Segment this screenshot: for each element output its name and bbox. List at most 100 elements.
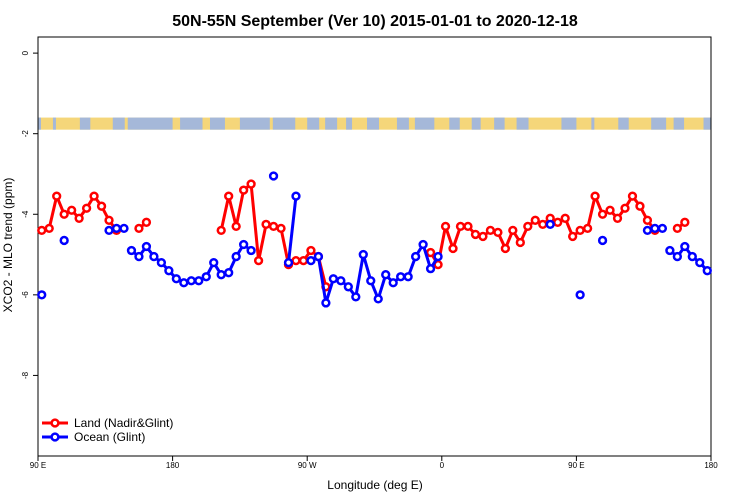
data-point <box>291 255 301 266</box>
y-tick-label: -8 <box>21 371 30 379</box>
data-point <box>313 251 324 262</box>
ocean-band-segment <box>307 117 320 130</box>
ocean-band-segment <box>618 117 629 130</box>
data-point <box>216 270 226 280</box>
series-line <box>41 194 118 232</box>
data-point <box>141 217 152 227</box>
data-point <box>179 278 189 288</box>
data-point <box>336 276 346 286</box>
data-point <box>216 225 226 236</box>
data-point <box>268 171 279 181</box>
data-point <box>500 243 511 254</box>
ocean-band-segment <box>112 117 125 130</box>
data-point <box>545 219 555 229</box>
data-point <box>620 203 630 213</box>
data-point <box>186 276 196 286</box>
data-point <box>373 294 383 304</box>
data-point <box>96 201 107 211</box>
series-land <box>37 179 690 292</box>
y-axis: 0 -2 -4 -6 -8 <box>21 50 38 379</box>
legend-marker <box>50 418 60 428</box>
plot-frame <box>37 36 712 457</box>
land-mask-band <box>38 117 711 130</box>
data-point <box>67 205 77 215</box>
data-point <box>575 225 585 236</box>
data-point <box>381 270 391 280</box>
data-point <box>268 221 279 232</box>
data-point <box>81 203 92 213</box>
ocean-band-segment <box>471 117 481 130</box>
ocean-band-segment <box>209 117 225 130</box>
data-point <box>209 257 219 268</box>
data-point <box>89 191 99 201</box>
data-point <box>448 243 458 254</box>
data-point <box>37 290 47 300</box>
series-line <box>219 182 328 288</box>
data-point <box>261 219 271 229</box>
data-point <box>635 201 645 211</box>
series-line <box>310 243 440 305</box>
data-point <box>246 245 256 256</box>
y-tick-label: 0 <box>21 50 30 55</box>
data-point <box>642 215 653 225</box>
data-point <box>508 225 518 236</box>
series-line <box>287 195 298 263</box>
data-point <box>515 237 525 248</box>
data-point <box>470 229 481 240</box>
ocean-band-segment <box>651 117 667 130</box>
data-point <box>201 272 211 282</box>
x-tick-label: 180 <box>166 461 180 470</box>
data-point <box>343 282 353 292</box>
ocean-band-segment <box>272 117 296 130</box>
x-tick-label: 90 W <box>298 461 317 470</box>
data-point <box>680 241 690 252</box>
data-point <box>164 266 174 276</box>
data-point <box>560 213 570 223</box>
data-point <box>291 191 301 201</box>
ocean-band-segment <box>180 117 203 130</box>
data-point <box>455 221 466 232</box>
data-point <box>238 239 249 250</box>
data-point <box>366 276 376 286</box>
data-point <box>530 215 540 225</box>
data-point <box>104 215 114 225</box>
ocean-band-segment <box>52 117 56 130</box>
data-point <box>231 251 241 262</box>
data-point <box>485 225 496 236</box>
data-point <box>433 251 443 262</box>
data-point <box>575 290 585 300</box>
data-point <box>276 223 286 234</box>
ocean-band-segment <box>127 117 173 130</box>
data-point <box>493 227 503 238</box>
ocean-band-segment <box>79 117 91 130</box>
data-point <box>52 191 62 201</box>
data-point <box>410 251 421 262</box>
ocean-band-segment <box>367 117 379 130</box>
x-axis: 90 E 180 90 W 0 90 E 180 <box>30 456 718 470</box>
data-point <box>597 209 608 219</box>
data-point <box>687 251 697 262</box>
data-point <box>283 257 294 268</box>
x-tick-label: 90 E <box>568 461 584 470</box>
data-point <box>321 298 331 308</box>
chart-title: 50N-55N September (Ver 10) 2015-01-01 to… <box>172 13 578 30</box>
data-point <box>695 257 705 268</box>
data-point <box>253 255 264 266</box>
ocean-band-segment <box>561 117 577 130</box>
data-point <box>672 223 682 234</box>
data-point <box>403 272 413 282</box>
ocean-band-segment <box>239 117 270 130</box>
data-point <box>702 266 712 276</box>
data-point <box>104 225 114 236</box>
data-point <box>59 235 69 246</box>
y-tick-label: -6 <box>21 291 30 299</box>
data-point <box>306 255 316 266</box>
series-layer <box>37 171 712 308</box>
data-point <box>650 223 660 234</box>
data-point <box>582 223 593 234</box>
data-point <box>74 213 84 223</box>
ocean-band-segment <box>449 117 460 130</box>
data-point <box>425 247 436 258</box>
data-point <box>597 235 608 246</box>
data-point <box>568 231 578 242</box>
